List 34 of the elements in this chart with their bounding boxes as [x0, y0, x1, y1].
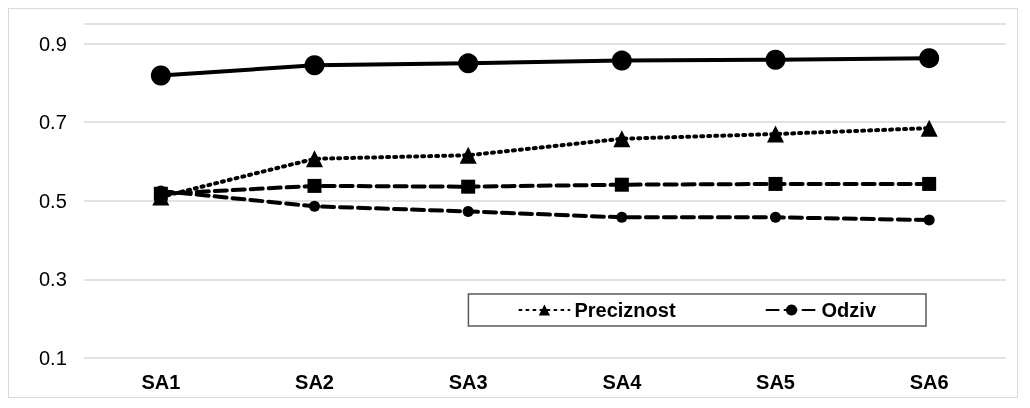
point: [919, 48, 940, 69]
y-tick-label: 0.5: [39, 189, 67, 212]
point: [613, 130, 631, 148]
x-tick-label: SA1: [141, 371, 181, 393]
point: [307, 178, 322, 193]
point: [770, 211, 781, 223]
y-tick-label: 0.1: [39, 347, 67, 369]
point: [150, 65, 171, 86]
y-tick-label: 0.3: [39, 268, 67, 291]
point: [614, 177, 629, 192]
point: [459, 146, 477, 164]
point: [611, 50, 632, 71]
point: [304, 55, 325, 76]
point: [768, 176, 783, 191]
y-tick-label: 0.7: [39, 111, 67, 134]
point: [767, 125, 784, 143]
point: [461, 179, 476, 194]
point: [923, 214, 935, 226]
point: [616, 211, 628, 223]
point: [462, 205, 474, 217]
point: [765, 49, 786, 70]
x-tick-label: SA2: [295, 371, 334, 393]
legend-label: Preciznost: [574, 299, 676, 321]
point: [922, 176, 937, 191]
point: [458, 53, 479, 74]
x-tick-label: SA5: [756, 371, 795, 393]
x-tick-label: SA3: [448, 371, 488, 393]
point: [306, 150, 323, 168]
x-tick-label: SA4: [602, 371, 643, 393]
point: [920, 119, 938, 137]
y-tick-label: 0.9: [39, 32, 67, 55]
legend-label: Odziv: [821, 299, 877, 321]
point: [309, 200, 320, 212]
x-tick-label: SA6: [909, 371, 949, 393]
